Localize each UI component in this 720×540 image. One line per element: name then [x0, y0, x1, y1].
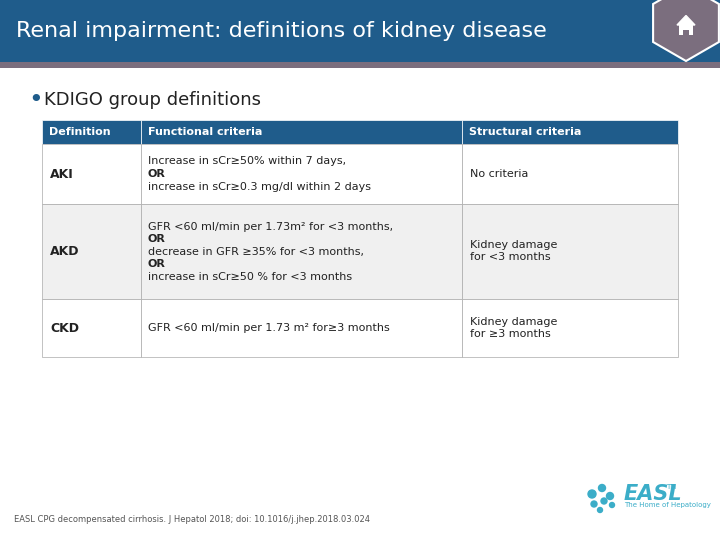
- Text: AKD: AKD: [50, 245, 79, 258]
- Text: OR: OR: [148, 234, 166, 244]
- FancyBboxPatch shape: [0, 62, 720, 68]
- Text: Functional criteria: Functional criteria: [148, 127, 262, 137]
- Text: Increase in sCr≥50% within 7 days,: Increase in sCr≥50% within 7 days,: [148, 157, 346, 166]
- FancyBboxPatch shape: [42, 120, 140, 144]
- Text: AKI: AKI: [50, 167, 73, 180]
- Circle shape: [601, 498, 607, 504]
- Text: increase in sCr≥50 % for <3 months: increase in sCr≥50 % for <3 months: [148, 272, 351, 281]
- FancyBboxPatch shape: [462, 299, 678, 357]
- FancyBboxPatch shape: [140, 299, 462, 357]
- Text: for ≥3 months: for ≥3 months: [469, 329, 551, 339]
- Text: Renal impairment: definitions of kidney disease: Renal impairment: definitions of kidney …: [16, 21, 546, 41]
- Text: Kidney damage: Kidney damage: [469, 240, 557, 251]
- Circle shape: [598, 484, 606, 491]
- FancyBboxPatch shape: [0, 0, 720, 62]
- FancyBboxPatch shape: [462, 120, 678, 144]
- FancyBboxPatch shape: [140, 144, 462, 204]
- FancyBboxPatch shape: [140, 120, 462, 144]
- Text: TM: TM: [666, 484, 676, 490]
- Text: GFR <60 ml/min per 1.73 m² for≥3 months: GFR <60 ml/min per 1.73 m² for≥3 months: [148, 323, 390, 333]
- FancyBboxPatch shape: [462, 144, 678, 204]
- Text: OR: OR: [148, 169, 166, 179]
- Text: The Home of Hepatology: The Home of Hepatology: [624, 502, 711, 508]
- Text: KDIGO group definitions: KDIGO group definitions: [44, 91, 261, 109]
- FancyBboxPatch shape: [679, 25, 693, 35]
- Circle shape: [591, 501, 597, 507]
- Text: Kidney damage: Kidney damage: [469, 317, 557, 327]
- Circle shape: [606, 492, 613, 500]
- FancyBboxPatch shape: [42, 144, 140, 204]
- Text: EASL CPG decompensated cirrhosis. J Hepatol 2018; doi: 10.1016/j.jhep.2018.03.02: EASL CPG decompensated cirrhosis. J Hepa…: [14, 515, 370, 524]
- Text: OR: OR: [148, 259, 166, 269]
- Text: GFR <60 ml/min per 1.73m² for <3 months,: GFR <60 ml/min per 1.73m² for <3 months,: [148, 221, 392, 232]
- Text: •: •: [28, 88, 42, 112]
- Text: decrease in GFR ≥35% for <3 months,: decrease in GFR ≥35% for <3 months,: [148, 246, 364, 256]
- Polygon shape: [653, 0, 719, 61]
- Polygon shape: [677, 16, 695, 25]
- FancyBboxPatch shape: [42, 204, 140, 299]
- Text: CKD: CKD: [50, 321, 79, 334]
- Text: No criteria: No criteria: [469, 169, 528, 179]
- Text: Structural criteria: Structural criteria: [469, 127, 581, 137]
- Text: for <3 months: for <3 months: [469, 253, 550, 262]
- Text: Definition: Definition: [49, 127, 111, 137]
- Circle shape: [588, 490, 596, 498]
- FancyBboxPatch shape: [683, 30, 689, 35]
- Text: EASL: EASL: [624, 484, 683, 504]
- Circle shape: [598, 508, 603, 512]
- FancyBboxPatch shape: [140, 204, 462, 299]
- Circle shape: [610, 503, 614, 508]
- FancyBboxPatch shape: [462, 204, 678, 299]
- Text: increase in sCr≥0.3 mg/dl within 2 days: increase in sCr≥0.3 mg/dl within 2 days: [148, 181, 371, 192]
- FancyBboxPatch shape: [42, 299, 140, 357]
